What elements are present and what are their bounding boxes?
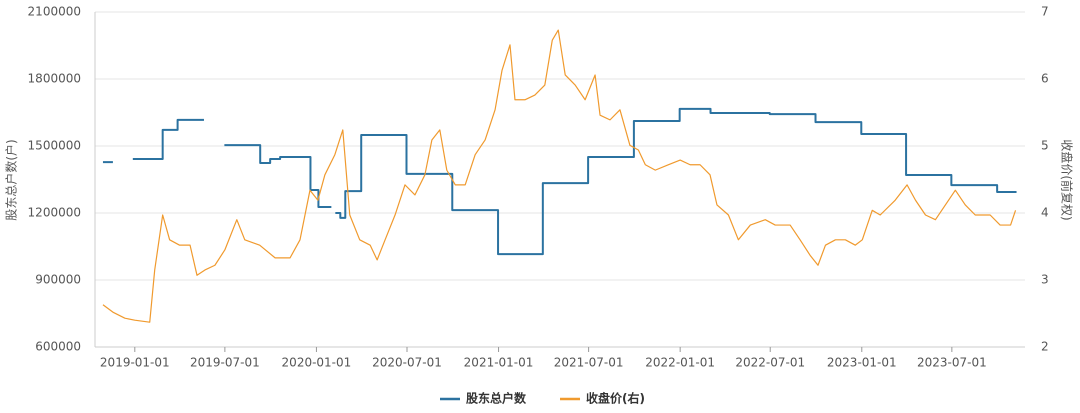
y-tick-label: 1200000 <box>28 206 81 220</box>
y2-tick-label: 7 <box>1041 5 1049 19</box>
y-axis-label: 股东总户数(户) <box>4 139 19 220</box>
legend-text: 股东总户数 <box>466 391 527 406</box>
x-tick-label: 2023-01-01 <box>827 356 897 370</box>
y-tick-label: 600000 <box>35 340 81 354</box>
y-tick-label: 900000 <box>35 273 81 287</box>
x-tick-label: 2019-01-01 <box>100 356 170 370</box>
y-tick-label: 1800000 <box>28 72 81 86</box>
legend-text: 收盘价(右) <box>586 391 645 406</box>
series-line <box>102 29 1017 323</box>
y2-axis-label: 收盘价(前复权) <box>1060 139 1075 220</box>
y2-tick-label: 2 <box>1041 340 1049 354</box>
y2-tick-label: 3 <box>1041 273 1049 287</box>
y2-tick-label: 4 <box>1041 206 1049 220</box>
x-tick-label: 2019-07-01 <box>190 356 260 370</box>
y2-tick-label: 6 <box>1041 72 1049 86</box>
y-tick-label: 2100000 <box>28 5 81 19</box>
x-tick-label: 2022-07-01 <box>735 356 805 370</box>
x-tick-label: 2020-01-01 <box>282 356 352 370</box>
x-tick-label: 2020-07-01 <box>372 356 442 370</box>
x-tick-label: 2022-01-01 <box>645 356 715 370</box>
y2-tick-label: 5 <box>1041 139 1049 153</box>
x-tick-label: 2021-07-01 <box>554 356 624 370</box>
x-tick-label: 2021-01-01 <box>464 356 534 370</box>
x-tick-label: 2023-07-01 <box>917 356 987 370</box>
y-tick-label: 1500000 <box>28 139 81 153</box>
series-line <box>102 107 1017 256</box>
